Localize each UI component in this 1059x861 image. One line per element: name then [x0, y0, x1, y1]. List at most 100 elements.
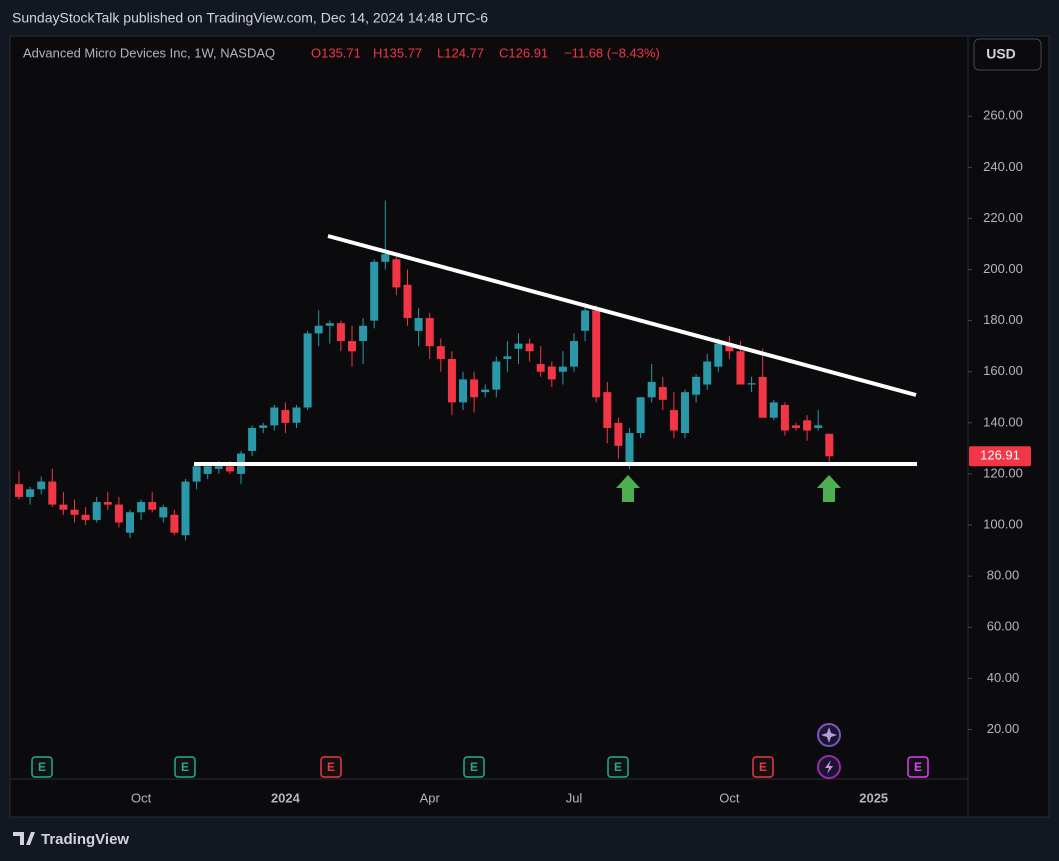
- candle-body: [503, 356, 512, 359]
- candle-body: [769, 402, 778, 418]
- candle-body: [692, 376, 701, 395]
- y-tick-label: 40.00: [987, 670, 1020, 685]
- candle-body: [780, 404, 789, 431]
- x-tick-label: Jul: [566, 790, 583, 805]
- candle-body: [825, 433, 834, 457]
- candle-body: [592, 310, 601, 398]
- candle-body: [547, 366, 556, 380]
- ohlc-open: O135.71: [311, 45, 361, 60]
- candle-body: [525, 343, 534, 352]
- candle-body: [459, 379, 467, 403]
- candle-body: [70, 509, 79, 515]
- candle-body: [214, 466, 223, 469]
- logo-text: TradingView: [41, 831, 129, 848]
- last-price-box: [969, 446, 1031, 467]
- earnings-marker: [463, 756, 485, 778]
- candle-body: [614, 422, 623, 446]
- y-tick-label: 160.00: [983, 363, 1023, 378]
- footer: [0, 818, 1059, 861]
- candle-body: [470, 379, 479, 398]
- y-tick-label: 220.00: [983, 210, 1023, 225]
- candle-body: [248, 427, 257, 451]
- y-tick-label: 240.00: [983, 159, 1023, 174]
- candle-body: [325, 323, 334, 326]
- candle-body: [492, 361, 501, 390]
- candle-body: [558, 366, 567, 372]
- candle-body: [681, 392, 689, 434]
- x-tick-label: 2025: [859, 790, 888, 805]
- currency-button[interactable]: [973, 38, 1042, 71]
- symbol: Advanced Micro Devices Inc, 1W, NASDAQ: [23, 45, 275, 60]
- candle-body: [658, 387, 667, 400]
- candle-body: [570, 341, 578, 367]
- candle-body: [370, 261, 379, 321]
- earnings-marker: [907, 756, 929, 778]
- candle-body: [181, 481, 190, 536]
- earnings-label: E: [38, 760, 46, 774]
- candle-body: [814, 425, 823, 428]
- candle-body: [225, 466, 234, 472]
- candle-body: [736, 351, 745, 385]
- candle-body: [758, 376, 767, 418]
- x-tick-label: Apr: [420, 790, 441, 805]
- candle-body: [170, 514, 179, 533]
- earnings-label: E: [470, 760, 478, 774]
- arrow-up: [616, 475, 640, 502]
- candle-body: [303, 333, 312, 408]
- candle-body: [81, 514, 90, 520]
- earnings-label: E: [914, 760, 922, 774]
- candle-body: [792, 425, 800, 428]
- earnings-marker: [320, 756, 342, 778]
- candle-body: [625, 433, 634, 464]
- candle-body: [48, 481, 57, 505]
- candle-body: [137, 502, 146, 513]
- y-tick-label: 80.00: [987, 568, 1020, 583]
- candle-body: [703, 361, 712, 385]
- candle-body: [314, 325, 323, 334]
- earnings-label: E: [327, 760, 335, 774]
- candle-body: [669, 410, 678, 431]
- earnings-marker: [31, 756, 53, 778]
- chart-pane: [9, 35, 1050, 818]
- y-tick-label: 260.00: [983, 108, 1023, 123]
- logo-mark: [13, 832, 35, 845]
- candle-body: [514, 343, 523, 349]
- y-tick-label: 180.00: [983, 312, 1023, 327]
- candle-body: [603, 392, 612, 428]
- candle-body: [192, 466, 201, 482]
- earnings-marker: [752, 756, 774, 778]
- candle-body: [348, 341, 356, 352]
- star-icon: [821, 727, 837, 743]
- published-note: SundayStockTalk published on TradingView…: [12, 10, 488, 26]
- candle-body: [148, 502, 157, 510]
- earnings-label: E: [614, 760, 622, 774]
- earnings-label: E: [181, 760, 189, 774]
- currency-label[interactable]: USD: [986, 46, 1016, 62]
- candle-body: [103, 502, 112, 505]
- candle-body: [281, 410, 290, 423]
- candle-body: [636, 397, 645, 434]
- trend-line: [327, 234, 917, 397]
- x-tick-label: Oct: [719, 790, 740, 805]
- candle-body: [392, 259, 401, 288]
- candle-body: [292, 407, 301, 423]
- candle-body: [126, 512, 134, 533]
- candle-body: [359, 325, 368, 342]
- candle-body: [414, 318, 423, 331]
- earnings-label: E: [759, 760, 767, 774]
- ohlc-close: C126.91: [499, 45, 548, 60]
- candle-body: [159, 507, 168, 518]
- candle-body: [37, 481, 46, 490]
- lightning-icon: [825, 760, 833, 774]
- y-tick-label: 20.00: [987, 721, 1020, 736]
- y-tick-label: 200.00: [983, 261, 1023, 276]
- earnings-marker: [607, 756, 629, 778]
- candle-body: [803, 420, 812, 431]
- candle-body: [436, 346, 445, 359]
- candle-body: [447, 358, 456, 403]
- candle-body: [747, 383, 756, 385]
- ohlc-low: L124.77: [437, 45, 484, 60]
- y-tick-label: 140.00: [983, 414, 1023, 429]
- candle-body: [259, 425, 268, 428]
